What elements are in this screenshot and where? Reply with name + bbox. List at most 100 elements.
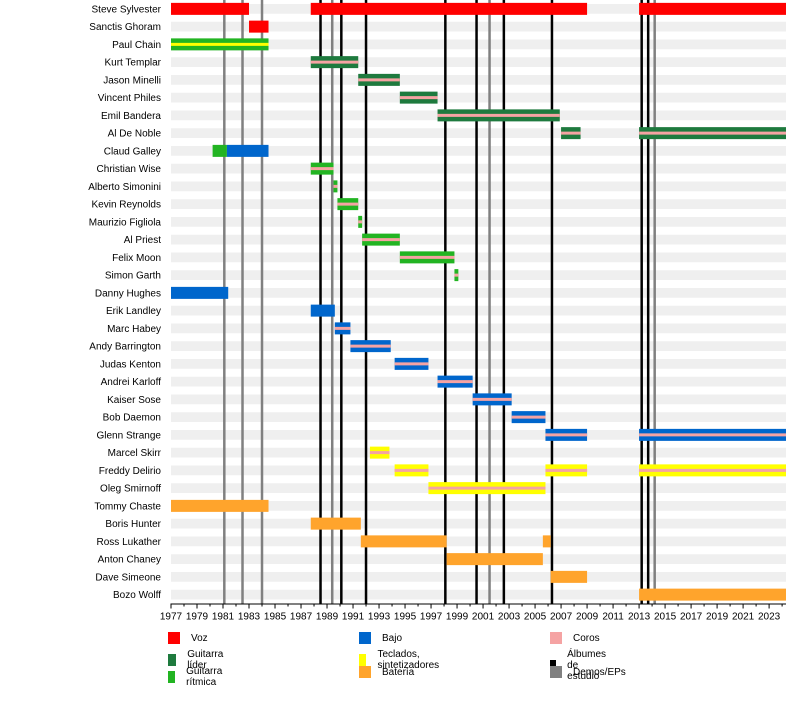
row-band	[171, 323, 786, 334]
member-name: Paul Chain	[112, 40, 161, 51]
legend-item-guitarra_ritmica: Guitarra rítmica	[168, 666, 227, 688]
secondary-role-stripe	[334, 326, 351, 330]
legend-label: Bajo	[382, 632, 403, 644]
member-name: Emil Bandera	[101, 111, 161, 122]
member-name: Claud Galley	[104, 146, 161, 157]
legend-item-voz: Voz	[168, 632, 208, 644]
member-name: Oleg Smirnoff	[100, 484, 161, 495]
row-band	[171, 341, 786, 351]
secondary-role-stripe	[561, 131, 581, 135]
secondary-role-stripe	[511, 415, 546, 419]
row-band	[171, 536, 786, 547]
row-band	[171, 128, 786, 138]
legend-label: Batería	[382, 666, 415, 678]
secondary-role-stripe	[399, 96, 438, 100]
row-band	[171, 57, 786, 67]
secondary-role-stripe	[399, 255, 455, 259]
row-band	[171, 501, 786, 511]
row-band	[171, 163, 786, 174]
legend-item-bajo: Bajo	[359, 632, 402, 644]
row-band	[171, 376, 786, 387]
member-name: Sanctis Ghoram	[89, 22, 161, 33]
member-name: Bob Daemon	[103, 413, 161, 424]
row-band	[171, 181, 786, 192]
row-band	[171, 465, 786, 476]
secondary-role-stripe	[310, 60, 359, 64]
x-tick-label: 2013	[628, 612, 651, 623]
x-tick-label: 1997	[420, 612, 443, 623]
row-band	[171, 92, 786, 103]
secondary-role-stripe	[639, 433, 786, 437]
row-band	[171, 234, 786, 245]
x-tick-label: 2009	[576, 612, 599, 623]
x-tick-label: 1977	[160, 612, 183, 623]
secondary-role-stripe	[337, 202, 359, 206]
x-tick-label: 2005	[524, 612, 547, 623]
row-band	[171, 412, 786, 422]
member-name: Jason Minelli	[103, 75, 161, 86]
member-name: Alberto Simonini	[88, 182, 161, 193]
legend-swatch	[168, 632, 180, 644]
row-band	[171, 447, 786, 458]
secondary-role-stripe	[472, 397, 512, 401]
legend-swatch	[359, 666, 371, 678]
secondary-role-stripe	[545, 433, 588, 437]
secondary-role-stripe	[394, 468, 429, 472]
row-band	[171, 21, 786, 32]
row-band	[171, 305, 786, 316]
member-name: Judas Kenton	[100, 359, 161, 370]
legend-item-demo: Demos/EPs	[550, 666, 626, 678]
member-name: Kaiser Sose	[107, 395, 161, 406]
row-band	[171, 430, 786, 440]
x-tick-label: 2003	[498, 612, 521, 623]
row-band	[171, 288, 786, 298]
x-tick-label: 2021	[732, 612, 755, 623]
row-band	[171, 146, 786, 156]
secondary-role-stripe	[362, 238, 400, 242]
legend-item-album: Álbumes de estudio	[550, 649, 612, 682]
member-name: Tommy Chaste	[94, 501, 161, 512]
role-bar	[639, 2, 786, 15]
role-bar	[212, 144, 227, 157]
x-tick-label: 2001	[472, 612, 495, 623]
secondary-role-stripe	[428, 486, 546, 490]
legend-swatch	[550, 632, 562, 644]
secondary-role-stripe	[358, 78, 400, 82]
x-tick-label: 1981	[212, 612, 235, 623]
legend-label: Guitarra rítmica	[186, 666, 223, 688]
legend-label: Álbumes de estudio	[567, 649, 607, 682]
legend-label: Voz	[191, 632, 208, 644]
secondary-role-stripe	[358, 220, 363, 224]
legend-swatch	[550, 666, 562, 678]
legend-swatch	[168, 671, 176, 683]
x-tick-label: 1993	[368, 612, 391, 623]
row-band	[171, 359, 786, 369]
member-name: Felix Moon	[112, 253, 161, 264]
role-bar	[550, 570, 588, 583]
secondary-role-stripe	[171, 42, 269, 46]
row-band	[171, 589, 786, 600]
member-name: Andrei Karloff	[101, 377, 162, 388]
legend-label: Coros	[573, 632, 600, 644]
x-tick-label: 2015	[654, 612, 677, 623]
member-name: Steve Sylvester	[92, 4, 162, 15]
member-name: Ross Lukather	[97, 537, 162, 548]
secondary-role-stripe	[394, 362, 429, 366]
member-name: Christian Wise	[97, 164, 162, 175]
member-name: Kevin Reynolds	[92, 200, 161, 211]
secondary-role-stripe	[437, 380, 473, 384]
role-bar	[171, 2, 250, 15]
member-name: Al Priest	[124, 235, 161, 246]
legend-item-coros: Coros	[550, 632, 600, 644]
x-tick-label: 2011	[602, 612, 624, 623]
x-tick-label: 1995	[394, 612, 417, 623]
member-name: Glenn Strange	[97, 430, 162, 441]
role-bar	[171, 499, 269, 512]
member-name: Vincent Philes	[98, 93, 161, 104]
secondary-role-stripe	[369, 451, 390, 455]
secondary-role-stripe	[350, 344, 391, 348]
member-name: Al De Noble	[108, 129, 162, 140]
row-band	[171, 270, 786, 280]
x-tick-label: 1999	[446, 612, 469, 623]
